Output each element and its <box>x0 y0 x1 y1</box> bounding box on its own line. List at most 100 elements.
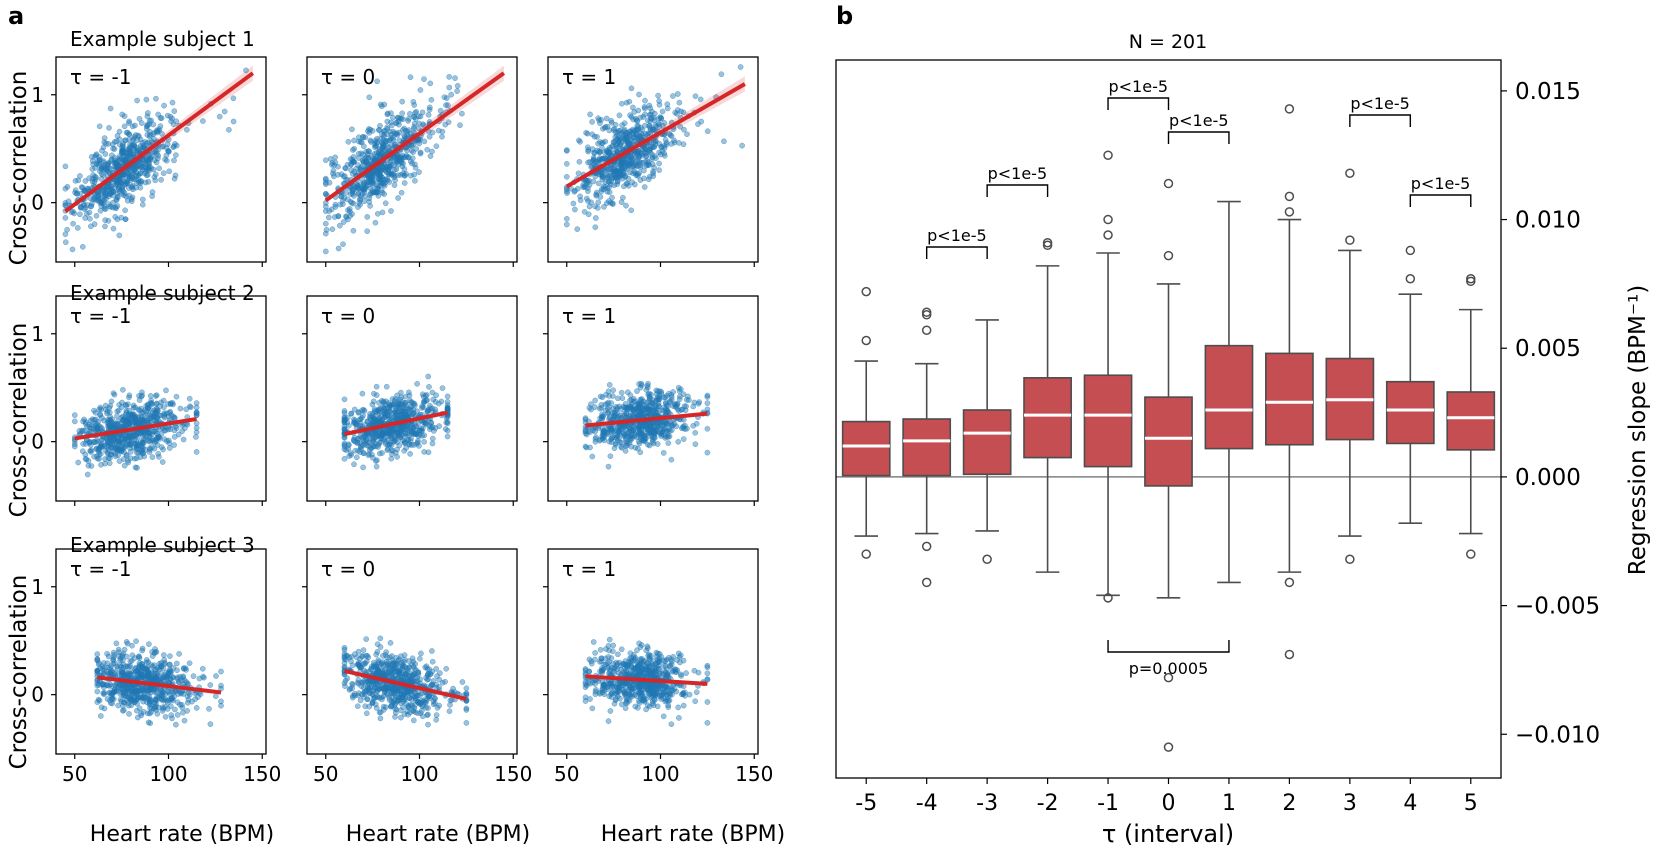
scatter-point <box>102 206 109 212</box>
scatter-point <box>94 688 101 695</box>
scatter-point <box>424 146 431 153</box>
fit-line <box>74 417 197 441</box>
scatter-point <box>398 389 404 396</box>
scatter-point <box>637 449 644 456</box>
scatter-point <box>564 190 570 196</box>
scatter-point <box>91 407 97 414</box>
scatter-point <box>438 398 445 405</box>
scatter-point <box>174 667 180 674</box>
scatter-point <box>439 133 445 140</box>
scatter-point <box>383 383 390 390</box>
scatter-point <box>129 182 136 189</box>
scatter-point <box>428 96 435 103</box>
scatter-point <box>119 399 125 406</box>
scatter-point <box>452 75 458 81</box>
scatter-point <box>641 105 648 112</box>
scatter-point <box>386 179 393 185</box>
scatter-point <box>98 176 105 182</box>
scatter-point <box>169 115 175 122</box>
scatter-point <box>362 421 368 428</box>
axes-frame <box>55 56 267 263</box>
scatter-point <box>139 664 146 671</box>
scatter-point <box>686 397 692 403</box>
scatter-point <box>80 441 86 447</box>
scatter-point <box>620 194 626 201</box>
scatter-point <box>419 109 426 116</box>
scatter-point <box>585 188 591 195</box>
scatter-point <box>636 91 642 98</box>
scatter-point <box>619 395 626 402</box>
scatter-point <box>363 710 370 717</box>
scatter-point <box>335 213 342 219</box>
scatter-point <box>439 385 446 391</box>
scatter-point <box>408 442 415 448</box>
scatter-point <box>112 453 119 460</box>
scatter-point <box>349 211 355 217</box>
scatter-point <box>118 437 125 444</box>
scatter-point <box>628 114 635 120</box>
scatter-point <box>193 705 200 711</box>
scatter-point <box>399 399 406 406</box>
scatter-point <box>85 458 92 464</box>
scatter-point <box>583 444 590 451</box>
scatter-points <box>71 386 200 478</box>
scatter-point <box>589 453 596 460</box>
scatter-point <box>656 98 662 104</box>
scatter-point <box>399 98 406 105</box>
scatter-point <box>82 178 89 184</box>
scatter-point <box>138 438 144 445</box>
scatter-point <box>124 197 131 204</box>
scatter-point <box>682 407 689 414</box>
scatter-point <box>87 215 93 222</box>
scatter-point <box>684 425 690 432</box>
scatter-point <box>154 155 161 162</box>
scatter-point <box>325 214 332 221</box>
scatter-point <box>425 111 432 118</box>
scatter-point <box>144 699 150 706</box>
scatter-point <box>444 393 451 400</box>
scatter-point <box>98 203 105 209</box>
scatter-point <box>182 425 188 432</box>
scatter-point <box>586 203 593 210</box>
scatter-point <box>667 132 674 138</box>
scatter-point <box>365 439 372 446</box>
scatter-point <box>654 423 661 430</box>
scatter-point <box>114 190 121 197</box>
tau-label: τ = -1 <box>70 65 131 89</box>
scatter-point <box>621 135 627 142</box>
scatter-point <box>156 165 163 172</box>
scatter-point <box>662 394 669 401</box>
scatter-point <box>592 397 598 404</box>
scatter-point <box>146 411 153 418</box>
scatter-point <box>190 673 197 679</box>
scatter-point <box>606 189 613 196</box>
scatter-point <box>408 142 415 149</box>
scatter-point <box>388 455 395 462</box>
scatter-point <box>114 444 121 451</box>
scatter-point <box>616 112 623 119</box>
scatter-point <box>396 121 402 128</box>
scatter-point <box>670 93 676 99</box>
scatter-point <box>167 653 173 659</box>
scatter-point <box>398 189 405 196</box>
scatter-point <box>374 139 381 146</box>
scatter-point <box>634 388 640 394</box>
scatter-point <box>631 109 638 115</box>
scatter-point <box>102 223 108 230</box>
scatter-point <box>350 227 357 234</box>
scatter-point <box>82 451 89 458</box>
fit-line <box>324 71 506 203</box>
scatter-point <box>120 661 127 668</box>
scatter-point <box>77 211 83 218</box>
scatter-point <box>125 150 131 157</box>
scatter-point <box>602 168 609 175</box>
scatter-point <box>133 172 140 179</box>
scatter-point <box>171 108 178 114</box>
scatter-point <box>121 189 128 196</box>
scatter-point <box>117 655 124 662</box>
scatter-point <box>618 389 625 396</box>
scatter-point <box>387 170 393 176</box>
scatter-point <box>200 673 206 680</box>
scatter-point <box>625 154 632 160</box>
scatter-point <box>134 464 140 471</box>
